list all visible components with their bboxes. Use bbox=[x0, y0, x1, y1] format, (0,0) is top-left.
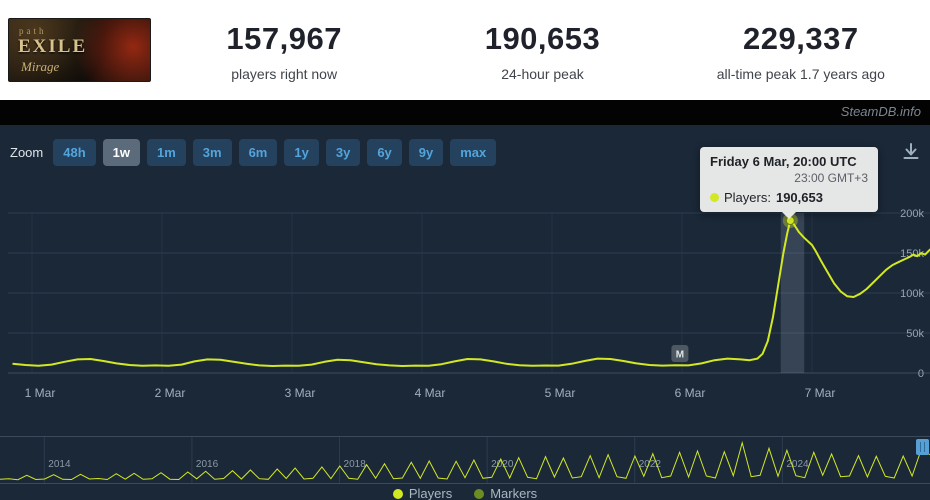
svg-text:1 Mar: 1 Mar bbox=[25, 386, 56, 400]
zoom-button-6m[interactable]: 6m bbox=[238, 139, 278, 166]
tooltip-players-value: 190,653 bbox=[775, 190, 823, 205]
legend-item-markers[interactable]: Markers bbox=[474, 486, 538, 500]
zoom-button-1w[interactable]: 1w bbox=[102, 139, 140, 166]
svg-text:4 Mar: 4 Mar bbox=[415, 386, 446, 400]
svg-text:200k: 200k bbox=[900, 208, 924, 220]
svg-text:2018: 2018 bbox=[344, 459, 367, 470]
game-logo-text-small: path bbox=[19, 26, 47, 36]
range-navigator[interactable]: 2014 2016 2018 2020 2022 2024 bbox=[0, 436, 930, 484]
zoom-button-max[interactable]: max bbox=[450, 139, 497, 166]
brand-bar: SteamDB.info bbox=[0, 100, 930, 125]
svg-text:2014: 2014 bbox=[48, 459, 71, 470]
svg-text:50k: 50k bbox=[906, 328, 924, 340]
zoom-button-9y[interactable]: 9y bbox=[408, 139, 444, 166]
navigator-right-handle-icon[interactable] bbox=[916, 439, 929, 455]
stat-alltime-peak: 229,337 all-time peak 1.7 years ago bbox=[672, 0, 930, 100]
svg-text:7 Mar: 7 Mar bbox=[805, 386, 836, 400]
chart-legend: Players Markers bbox=[0, 485, 930, 500]
zoom-button-48h[interactable]: 48h bbox=[53, 139, 96, 166]
svg-text:150k: 150k bbox=[900, 248, 924, 260]
game-logo-text-main: EXILE bbox=[18, 36, 88, 57]
stat-current-players-label: players right now bbox=[231, 66, 338, 82]
svg-text:2 Mar: 2 Mar bbox=[155, 386, 186, 400]
zoom-label: Zoom bbox=[10, 145, 44, 160]
milestone-marker[interactable]: M bbox=[671, 345, 689, 362]
svg-text:0: 0 bbox=[918, 368, 924, 380]
zoom-button-1m[interactable]: 1m bbox=[146, 139, 186, 166]
navigator-chart[interactable]: 2014 2016 2018 2020 2022 2024 bbox=[0, 437, 930, 483]
legend-item-players[interactable]: Players bbox=[392, 486, 453, 500]
tooltip-local-time: 23:00 GMT+3 bbox=[794, 171, 868, 185]
legend-dot-players bbox=[392, 488, 403, 499]
zoom-button-group: 48h 1w 1m 3m 6m 1y 3y 6y 9y max bbox=[53, 139, 497, 166]
svg-text:2022: 2022 bbox=[639, 459, 662, 470]
svg-text:2024: 2024 bbox=[786, 459, 809, 470]
legend-label-markers: Markers bbox=[490, 486, 538, 500]
steamdb-watermark: SteamDB.info bbox=[840, 104, 921, 119]
svg-text:2016: 2016 bbox=[196, 459, 219, 470]
game-capsule-image[interactable]: path EXILE Mirage bbox=[8, 18, 151, 82]
stat-current-players-value: 157,967 bbox=[226, 21, 342, 56]
stat-24h-peak-value: 190,653 bbox=[484, 21, 601, 56]
stats-header: path EXILE Mirage 157,967 players right … bbox=[0, 0, 930, 100]
zoom-button-3y[interactable]: 3y bbox=[325, 139, 361, 166]
zoom-toolbar: Zoom 48h 1w 1m 3m 6m 1y 3y 6y 9y max bbox=[10, 139, 497, 166]
stat-24h-peak: 190,653 24-hour peak bbox=[413, 0, 671, 100]
players-chart[interactable]: 0 50k 100k 150k 200k M 1 Mar 2 Mar 3 Mar 4 Mar 5 M… bbox=[0, 125, 930, 437]
legend-dot-markers bbox=[474, 488, 485, 499]
tooltip-players-label: Players: bbox=[724, 190, 771, 205]
svg-text:6 Mar: 6 Mar bbox=[675, 386, 706, 400]
legend-label-players: Players bbox=[408, 486, 453, 500]
zoom-button-3m[interactable]: 3m bbox=[192, 139, 232, 166]
svg-text:100k: 100k bbox=[900, 288, 924, 300]
stat-current-players: 157,967 players right now bbox=[155, 0, 413, 100]
tooltip-players-dot bbox=[710, 193, 719, 202]
svg-text:M: M bbox=[676, 350, 684, 361]
chart-tooltip: Friday 6 Mar, 20:00 UTC 23:00 GMT+3 Play… bbox=[700, 147, 878, 219]
player-stats: 157,967 players right now 190,653 24-hou… bbox=[155, 0, 930, 100]
svg-text:5 Mar: 5 Mar bbox=[545, 386, 576, 400]
zoom-button-6y[interactable]: 6y bbox=[367, 139, 402, 166]
game-logo-text-sub: Mirage bbox=[21, 59, 60, 74]
download-chart-icon[interactable] bbox=[900, 141, 922, 163]
stat-alltime-peak-value: 229,337 bbox=[743, 21, 859, 56]
svg-text:2020: 2020 bbox=[491, 459, 514, 470]
tooltip-players-row: Players: 190,653 bbox=[710, 190, 868, 205]
chart-section: Zoom 48h 1w 1m 3m 6m 1y 3y 6y 9y max 0 50k 100k 150k… bbox=[0, 125, 930, 437]
stat-24h-peak-label: 24-hour peak bbox=[501, 66, 584, 82]
tooltip-date: Friday 6 Mar, 20:00 UTC bbox=[710, 154, 857, 169]
svg-text:3 Mar: 3 Mar bbox=[285, 386, 316, 400]
zoom-button-1y[interactable]: 1y bbox=[284, 139, 319, 166]
stat-alltime-peak-label: all-time peak 1.7 years ago bbox=[716, 66, 885, 82]
